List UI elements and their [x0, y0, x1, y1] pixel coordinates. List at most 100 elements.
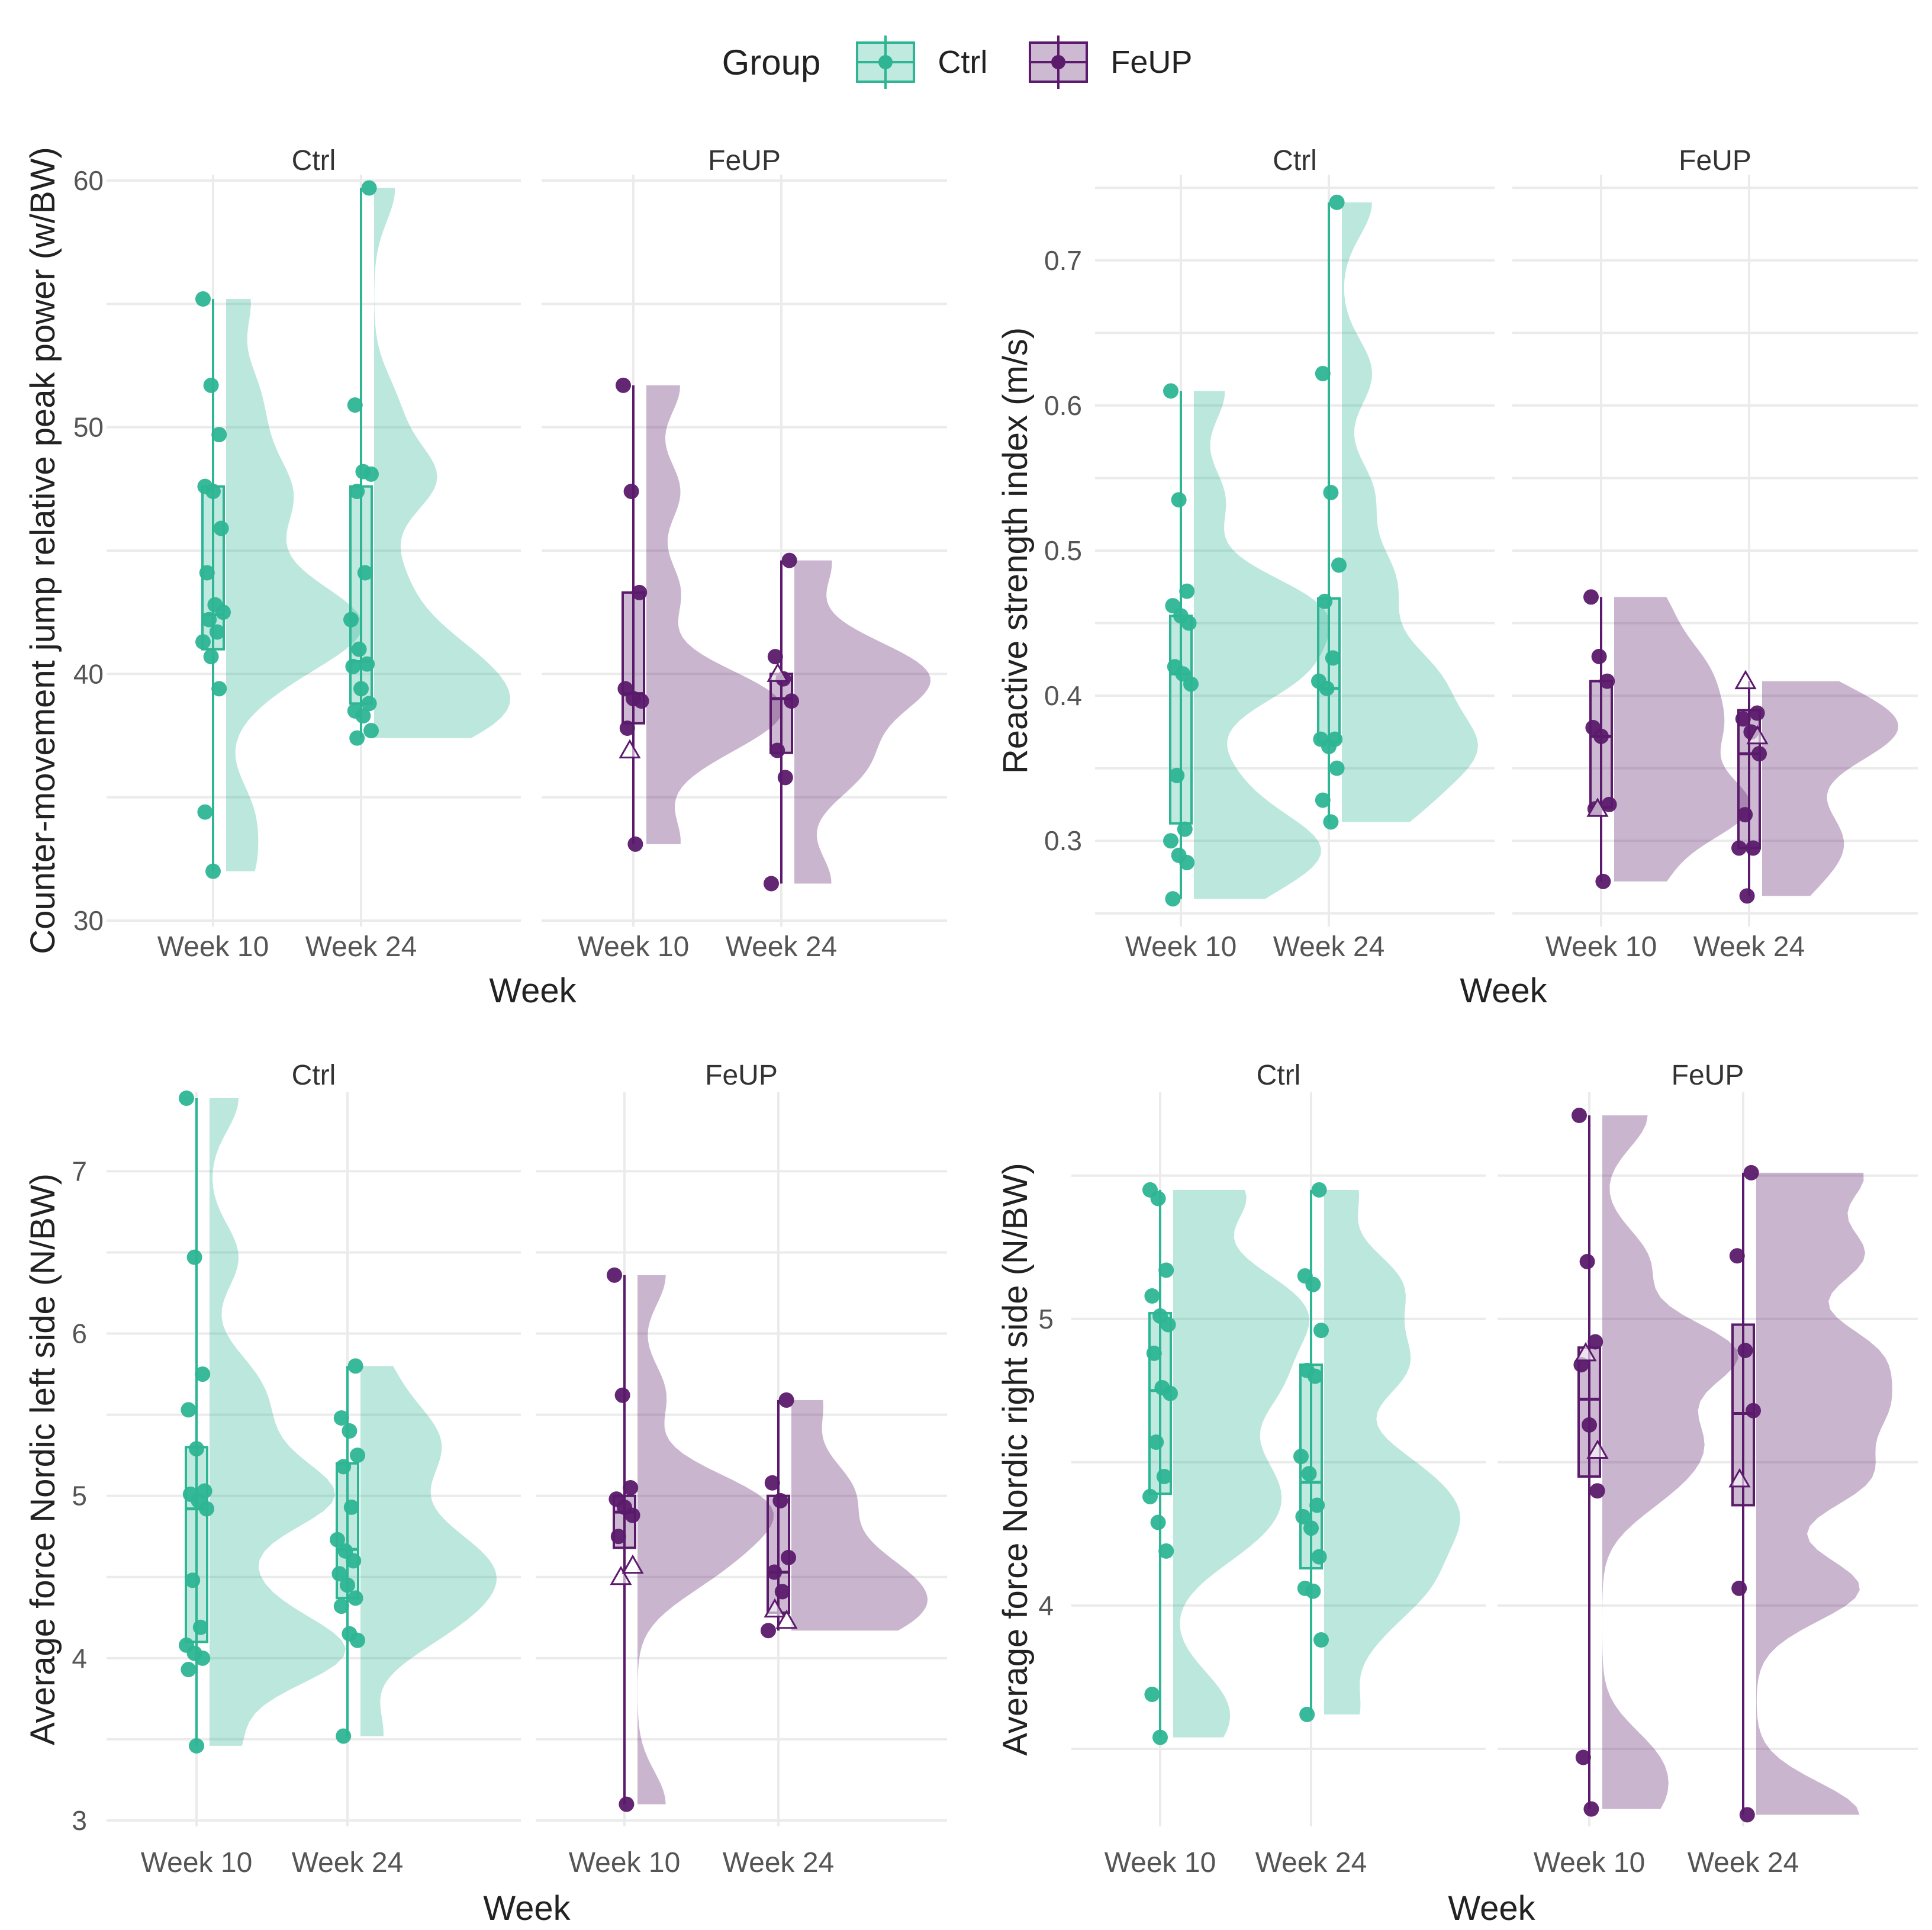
data-point: [774, 1584, 790, 1600]
data-point: [784, 693, 799, 709]
data-point: [205, 484, 221, 499]
data-point: [769, 742, 785, 758]
data-point: [1729, 1248, 1745, 1264]
data-point: [764, 1475, 780, 1491]
y-tick-label: 0.3: [1044, 825, 1082, 856]
data-point: [346, 1553, 362, 1569]
data-point: [1329, 760, 1345, 776]
series-week-10: Week 10: [569, 1267, 774, 1878]
facet-title: Ctrl: [1273, 145, 1317, 176]
data-point: [345, 658, 361, 674]
series-week-10: Week 10: [1125, 383, 1330, 963]
data-point: [1313, 1632, 1329, 1648]
data-point: [1309, 1497, 1325, 1513]
density-cloud: [637, 1275, 774, 1804]
data-point: [619, 1796, 635, 1812]
y-tick-label: 40: [73, 658, 104, 689]
data-point: [1179, 583, 1195, 599]
data-point: [1321, 738, 1337, 754]
box: [185, 1446, 208, 1643]
data-point: [1144, 1288, 1160, 1304]
x-tick-label: Week 10: [1534, 1847, 1646, 1878]
data-point: [1307, 1368, 1323, 1384]
data-point: [359, 656, 375, 672]
data-point: [1142, 1488, 1158, 1504]
density-cloud: [1756, 1172, 1892, 1815]
data-point: [619, 720, 635, 736]
x-tick-label: Week 10: [1105, 1847, 1216, 1878]
box: [1169, 615, 1193, 825]
facet-ctrl: Ctrl Week 10 Week 24: [1071, 1060, 1486, 1878]
data-point: [1737, 1343, 1753, 1359]
data-point: [1595, 873, 1611, 889]
x-tick-label: Week 10: [157, 931, 269, 963]
data-point: [623, 1479, 639, 1495]
data-point: [1305, 1583, 1321, 1599]
x-axis-title: Week: [483, 1889, 571, 1928]
y-tick-label: 50: [73, 412, 104, 443]
facet-feup: FeUP Week 10 Week 24: [542, 145, 947, 963]
data-point: [623, 484, 639, 499]
x-tick-label: Week 24: [305, 931, 417, 963]
y-tick-label: 5: [72, 1481, 87, 1511]
facet-title: FeUP: [1679, 145, 1751, 176]
facet-feup: FeUP Week 10 Week 24: [536, 1060, 947, 1878]
chart-nordic-left: Average force Nordic left side (N/BW) Wee…: [24, 1060, 947, 1928]
data-point: [767, 1564, 783, 1580]
data-point: [199, 565, 215, 581]
data-point: [764, 876, 779, 892]
data-point: [211, 427, 227, 443]
legend-swatch-ctrl-icon: [856, 36, 916, 89]
series-week-10: Week 10: [141, 1091, 346, 1878]
x-tick-label: Week 24: [726, 931, 838, 963]
triangle-point: [1746, 725, 1769, 745]
data-point: [195, 1366, 211, 1382]
x-tick-label: Week 24: [1273, 931, 1385, 963]
data-point: [627, 836, 643, 852]
data-point: [197, 804, 213, 820]
data-point: [1150, 1191, 1166, 1207]
data-point: [616, 377, 631, 393]
x-tick-label: Week 10: [1545, 931, 1657, 963]
triangle-point: [775, 1609, 798, 1629]
series-week-10: Week 10: [1545, 589, 1750, 963]
data-point: [1160, 1317, 1176, 1333]
density-cloud: [1342, 202, 1478, 822]
y-tick-label: 5: [1038, 1304, 1054, 1334]
facet-ctrl: Ctrl Week 10 Week 24: [107, 145, 521, 963]
triangle-point: [1734, 670, 1757, 690]
data-point: [1731, 1580, 1747, 1596]
series-week-10: Week 10: [1534, 1108, 1738, 1878]
data-point: [330, 1532, 345, 1548]
box: [1589, 680, 1613, 809]
data-point: [336, 1459, 352, 1475]
x-axis-title: Week: [1460, 972, 1547, 1010]
data-point: [1311, 1182, 1327, 1198]
data-point: [1305, 1276, 1321, 1292]
data-point: [1579, 1253, 1595, 1269]
data-point: [1575, 1749, 1591, 1765]
x-tick-label: Week 24: [1255, 1847, 1367, 1878]
density-cloud: [1173, 1189, 1309, 1738]
series-week-24: Week 24: [1273, 194, 1478, 963]
triangle-point: [610, 1565, 632, 1585]
data-point: [1743, 1165, 1759, 1180]
series-week-10: Week 10: [1105, 1182, 1309, 1878]
legend-item-ctrl: Ctrl: [850, 36, 987, 89]
data-point: [349, 484, 365, 499]
data-point: [1148, 1434, 1164, 1450]
data-point: [351, 641, 367, 657]
y-tick-label: 7: [72, 1156, 87, 1186]
data-point: [195, 1650, 211, 1666]
data-point: [361, 180, 377, 196]
density-cloud: [1324, 1189, 1460, 1715]
series-week-24: Week 24: [1255, 1182, 1460, 1878]
data-point: [363, 466, 379, 482]
data-point: [353, 681, 369, 697]
data-point: [215, 604, 231, 620]
data-point: [347, 397, 363, 413]
data-point: [1315, 365, 1331, 381]
data-point: [781, 1549, 796, 1565]
data-point: [1177, 821, 1193, 837]
